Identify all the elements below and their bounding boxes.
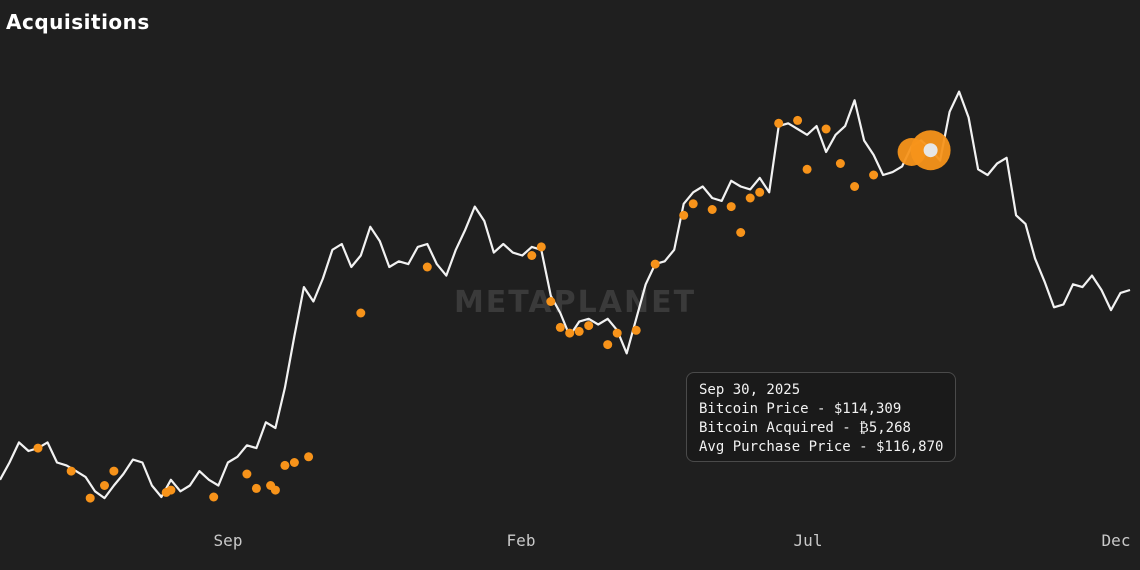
tooltip-bitcoin-price: Bitcoin Price - $114,309 [699, 401, 902, 417]
acquisition-marker[interactable] [280, 460, 290, 470]
tooltip-panel: Sep 30, 2025 Bitcoin Price - $114,309 Bi… [686, 372, 956, 462]
acquisition-marker[interactable] [565, 328, 575, 338]
acquisition-marker[interactable] [166, 485, 176, 495]
x-tick-label: Sep [214, 531, 243, 550]
acquisition-marker[interactable] [527, 251, 537, 260]
acquisition-marker[interactable] [603, 340, 613, 350]
acquisition-marker[interactable] [66, 466, 76, 476]
acquisition-marker[interactable] [802, 164, 812, 174]
acquisition-marker[interactable] [821, 124, 831, 134]
x-tick-label: Jul [794, 531, 823, 550]
acquisition-marker[interactable] [584, 321, 594, 331]
acquisition-marker[interactable] [546, 297, 556, 306]
acquisition-marker[interactable] [209, 492, 219, 502]
acquisition-marker[interactable] [100, 481, 109, 490]
acquisition-marker[interactable] [869, 170, 879, 180]
acquisition-marker[interactable] [774, 118, 784, 128]
chart-title: Acquisitions [6, 10, 150, 34]
acquisition-marker[interactable] [574, 326, 584, 336]
tooltip-date: Sep 30, 2025 [699, 382, 801, 398]
acquisition-marker[interactable] [755, 187, 765, 197]
acquisition-marker[interactable] [612, 328, 622, 338]
acquisition-marker[interactable] [356, 308, 366, 318]
watermark-text: METAPLANET [454, 285, 696, 320]
acquisition-marker[interactable] [536, 242, 546, 252]
acquisition-marker[interactable] [850, 182, 860, 191]
acquisition-marker[interactable] [688, 199, 698, 209]
acquisition-marker[interactable] [745, 193, 755, 203]
acquisition-marker[interactable] [289, 458, 299, 467]
acquisition-marker[interactable] [270, 485, 280, 495]
acquisition-marker[interactable] [835, 159, 845, 168]
x-tick-label: Feb [507, 531, 536, 550]
acquisition-marker[interactable] [85, 493, 95, 503]
acquisition-marker[interactable] [251, 483, 261, 493]
acquisition-marker[interactable] [679, 210, 689, 220]
acquisition-marker[interactable] [555, 322, 565, 332]
acquisition-marker[interactable] [631, 325, 641, 335]
acquisition-marker[interactable] [422, 262, 432, 272]
acquisition-marker[interactable] [726, 202, 736, 212]
acquisition-marker[interactable] [242, 469, 252, 479]
tooltip-bitcoin-acquired: Bitcoin Acquired - ₿5,268 [699, 420, 911, 436]
acquisition-marker[interactable] [650, 259, 660, 269]
acquisition-marker[interactable] [793, 115, 803, 125]
x-tick-label: Dec [1102, 531, 1131, 550]
acquisition-marker[interactable] [304, 452, 314, 462]
acquisition-marker[interactable] [736, 228, 746, 237]
acquisition-marker[interactable] [707, 205, 717, 214]
highlighted-point[interactable] [923, 143, 938, 158]
acquisition-marker[interactable] [33, 443, 43, 453]
acquisition-marker[interactable] [109, 466, 119, 476]
tooltip-avg-purchase-price: Avg Purchase Price - $116,870 [699, 439, 944, 455]
